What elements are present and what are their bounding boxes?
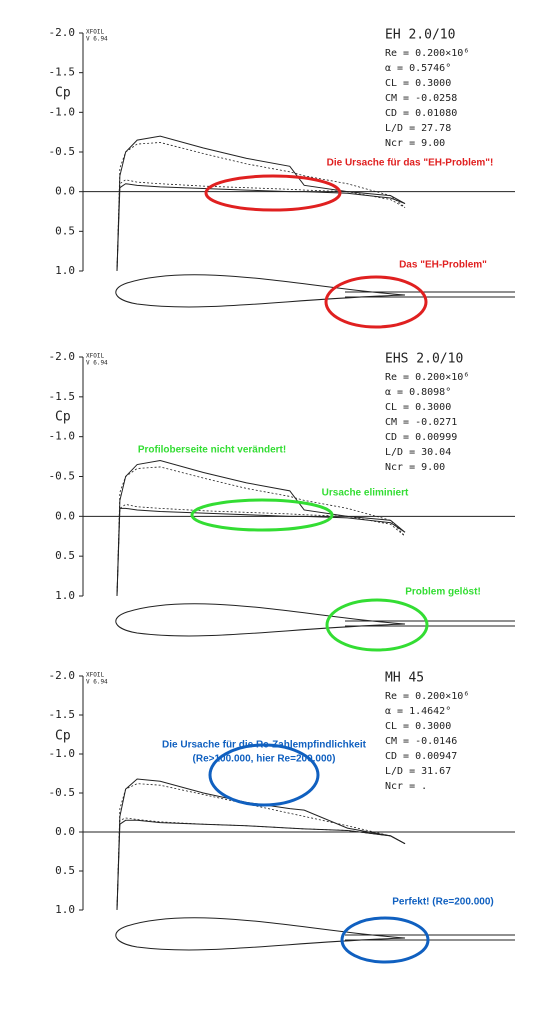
airfoil [115,917,406,951]
info-line: Ncr = 9.00 [385,462,445,473]
y-tick-label: -2.0 [49,350,76,363]
y-tick-label: -1.5 [49,708,76,721]
annotation: Profiloberseite nicht verändert! [138,445,286,456]
y-tick-label: 1.0 [55,589,75,602]
y-tick-label: -1.0 [49,430,76,443]
y-tick-label: -0.5 [49,470,76,483]
info-line: CM = -0.0258 [385,93,457,104]
y-tick-label: 0.5 [55,864,75,877]
version-label: V 6.94 [86,360,108,367]
highlight-ellipse [190,498,334,532]
info-line: Re = 0.200×10⁶ [385,691,469,702]
cp-line [116,466,406,597]
y-tick-label: -0.5 [49,786,76,799]
info-line: CL = 0.3000 [385,721,451,732]
cp-line [116,819,406,911]
chart-title: EHS 2.0/10 [385,352,463,367]
info-line: α = 1.4642° [385,706,451,717]
highlight-ellipse [340,916,430,964]
y-tick-label: -1.0 [49,105,76,118]
y-axis-label: Cp [55,86,71,101]
annotation: (Re>100.000, hier Re=200.000) [193,754,336,765]
program-label: XFOIL [86,29,104,36]
chart-title: EH 2.0/10 [385,28,455,43]
y-axis-label: Cp [55,729,71,744]
y-tick-label: -1.0 [49,747,76,760]
info-line: L/D = 31.67 [385,766,451,777]
info-line: CM = -0.0271 [385,417,457,428]
cp-line [116,142,406,272]
y-tick-label: -1.5 [49,390,76,403]
y-axis-label: Cp [55,410,71,425]
info-line: CD = 0.01080 [385,108,457,119]
cp-line [116,778,406,911]
cp-line [116,183,406,272]
y-tick-label: 0.0 [55,509,75,522]
y-tick-label: 1.0 [55,903,75,916]
highlight-ellipse [204,174,342,212]
info-line: Ncr = . [385,781,427,792]
info-line: CM = -0.0146 [385,736,457,747]
info-line: CL = 0.3000 [385,78,451,89]
info-line: α = 0.8098° [385,387,451,398]
info-line: L/D = 27.78 [385,123,451,134]
y-tick-label: 0.5 [55,549,75,562]
airfoil [115,274,406,308]
cp-line [116,783,406,911]
chart-title: MH 45 [385,671,424,686]
info-line: CL = 0.3000 [385,402,451,413]
airfoil [115,603,406,637]
cp-line [116,503,406,597]
info-line: Ncr = 9.00 [385,138,445,149]
version-label: V 6.94 [86,36,108,43]
annotation: Problem gelöst! [405,587,481,598]
y-tick-label: -2.0 [49,669,76,682]
info-line: Re = 0.200×10⁶ [385,372,469,383]
info-line: Re = 0.200×10⁶ [385,48,469,59]
annotation: Das "EH-Problem" [399,260,487,271]
y-tick-label: -1.5 [49,66,76,79]
cp-line [116,135,406,272]
highlight-ellipse [208,743,320,807]
y-tick-label: 0.0 [55,825,75,838]
info-line: α = 0.5746° [385,63,451,74]
version-label: V 6.94 [86,679,108,686]
y-tick-label: -0.5 [49,145,76,158]
annotation: Die Ursache für das "EH-Problem"! [327,158,494,169]
program-label: XFOIL [86,672,104,679]
y-tick-label: 0.5 [55,224,75,237]
info-line: CD = 0.00947 [385,751,457,762]
y-tick-label: 1.0 [55,264,75,277]
program-label: XFOIL [86,353,104,360]
cp-line [116,817,406,911]
cp-line [116,179,406,272]
y-tick-label: -2.0 [49,26,76,39]
annotation: Perfekt! (Re=200.000) [392,897,493,908]
info-line: L/D = 30.04 [385,447,451,458]
highlight-ellipse [324,275,428,329]
annotation: Ursache eliminiert [322,488,409,499]
highlight-ellipse [325,598,429,652]
info-line: CD = 0.00999 [385,432,457,443]
cp-line [116,507,406,597]
cp-line [116,460,406,597]
y-tick-label: 0.0 [55,185,75,198]
